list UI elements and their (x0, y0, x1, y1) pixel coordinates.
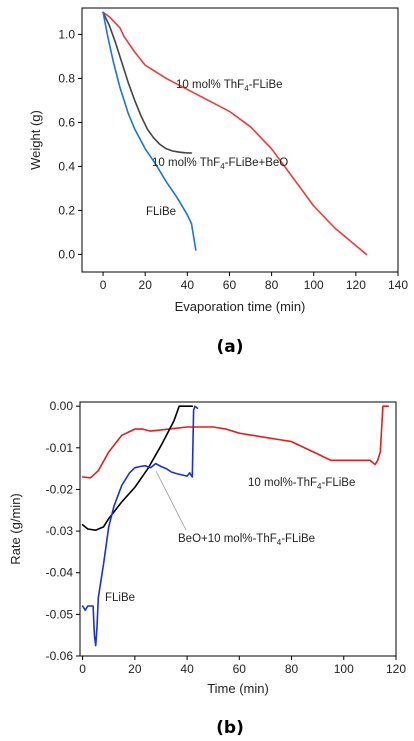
chart-a-x-tick-label: 120 (346, 278, 366, 292)
chart-b-x-tick-label: 40 (180, 662, 194, 676)
chart-a-x-axis-label: Evaporation time (min) (175, 299, 306, 314)
chart-b-y-tick-label: -0.06 (46, 649, 74, 663)
chart-b-x-axis-label: Time (min) (207, 681, 269, 696)
chart-b-caption: (b) (216, 718, 244, 738)
chart-b-annotation-flibe: FLiBe (105, 592, 135, 604)
chart-b-y-ticks: 0.00 -0.01 -0.02 -0.03 -0.04 -0.05 -0.06 (46, 399, 80, 663)
chart-b-annotation-thf4-flibe: 10 mol%-ThF4-FLiBe (248, 477, 355, 491)
chart-b-y-tick-label: -0.01 (46, 441, 74, 455)
chart-b-series-line-1 (81, 405, 390, 479)
chart-a-x-tick-label: 100 (304, 278, 324, 292)
chart-a-series-line-2 (102, 11, 193, 154)
chart-a-y-tick-label: 1.0 (58, 27, 75, 41)
chart-a-annotation-thf4-flibe: 10 mol% ThF4-FLiBe (176, 79, 283, 93)
chart-a-y-tick-label: 0.8 (58, 71, 75, 85)
chart-a-y-tick-label: 0.0 (58, 247, 75, 261)
chart-b-y-axis-label: Rate (g/min) (8, 493, 23, 565)
chart-b-series (81, 405, 390, 647)
chart-a-y-tick-label: 0.4 (58, 159, 75, 173)
chart-b-x-tick-label: 20 (128, 662, 142, 676)
chart-a-x-ticks: 0 20 40 60 80 100 120 140 (100, 272, 408, 292)
chart-a-x-tick-label: 80 (265, 278, 279, 292)
chart-a-x-tick-label: 40 (181, 278, 195, 292)
chart-b-annotation-leader-line (155, 470, 187, 531)
chart-a-annotation-flibe: FLiBe (146, 206, 176, 218)
chart-a-x-tick-label: 60 (223, 278, 237, 292)
chart-a-x-tick-label: 20 (139, 278, 153, 292)
chart-b-y-tick-label: -0.02 (46, 482, 74, 496)
chart-b-series-line-2 (81, 405, 194, 532)
chart-b-series-line-3 (81, 405, 199, 647)
chart-b-annotation-beo-thf4-flibe: BeO+10 mol%-ThF4-FLiBe (178, 533, 315, 547)
chart-b-y-tick-label: -0.05 (46, 607, 74, 621)
chart-b-y-tick-label: -0.04 (46, 566, 74, 580)
chart-a-y-tick-label: 0.6 (58, 115, 75, 129)
chart-a-series-line-1 (102, 11, 368, 256)
chart-b: 0 20 40 60 80 100 120 0.00 -0.01 -0.02 -0.03 -0.04… (8, 399, 406, 738)
chart-a-series (102, 11, 368, 256)
chart-b-x-tick-label: 60 (233, 662, 247, 676)
chart-b-y-tick-label: 0.00 (50, 399, 74, 413)
chart-a-x-tick-label: 0 (100, 278, 107, 292)
chart-a: 0 20 40 60 80 100 120 140 0.0 0.2 0.4 0.6 0.8 1.0 Ev… (28, 7, 408, 357)
chart-b-x-tick-label: 80 (285, 662, 299, 676)
chart-b-x-tick-label: 100 (334, 662, 354, 676)
chart-b-x-tick-label: 120 (386, 662, 406, 676)
chart-a-x-tick-label: 140 (388, 278, 408, 292)
chart-b-frame (79, 401, 397, 657)
chart-a-y-ticks: 0.0 0.2 0.4 0.6 0.8 1.0 (58, 27, 82, 261)
chart-a-y-tick-label: 0.2 (58, 203, 75, 217)
chart-a-annotation-thf4-flibe-beo: 10 mol% ThF4-FLiBe+BeO (152, 157, 288, 171)
chart-b-x-tick-label: 0 (79, 662, 86, 676)
chart-b-y-tick-label: -0.03 (46, 524, 74, 538)
chart-a-series-line-3 (102, 11, 197, 251)
chart-a-caption: (a) (216, 337, 243, 357)
chart-a-frame (81, 7, 399, 273)
chart-a-y-axis-label: Weight (g) (28, 110, 43, 170)
chart-b-x-ticks: 0 20 40 60 80 100 120 (79, 656, 406, 676)
